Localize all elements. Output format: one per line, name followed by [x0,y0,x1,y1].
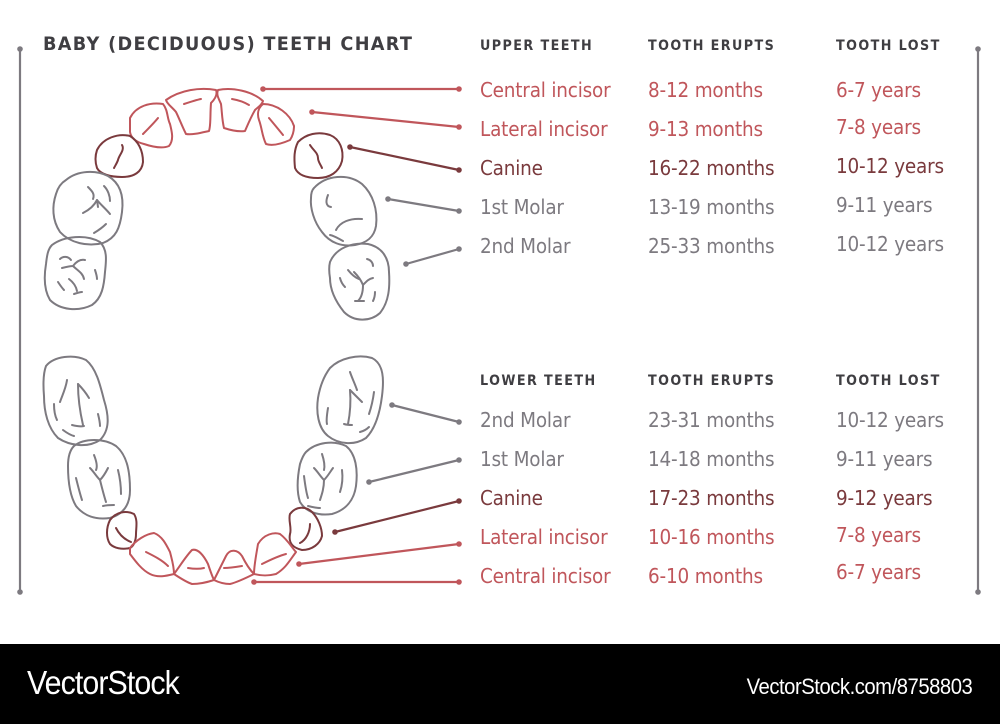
erupts-value: 10-16 months [648,525,775,549]
frame-lines [18,47,980,594]
tooth-name: Canine [480,486,543,510]
lower-leader-lines [252,403,461,584]
erupts-value: 23-31 months [648,408,775,432]
erupts-value: 13-19 months [648,195,775,219]
upper-teeth-header: UPPER TEETH [480,38,594,54]
tooth-name: 1st Molar [480,447,564,471]
tooth-name: 1st Molar [480,195,564,219]
upper-lost-header: TOOTH LOST [836,38,941,54]
upper-canines [94,132,344,179]
upper-leader-lines [261,87,461,266]
erupts-value: 6-10 months [648,564,763,588]
tooth-name: Canine [480,156,543,180]
erupts-value: 16-22 months [648,156,775,180]
erupts-value: 17-23 months [648,486,775,510]
tooth-name: Lateral incisor [480,525,608,549]
lost-value: 10-12 years [836,154,944,178]
lost-value: 9-11 years [836,193,933,217]
watermark-footer: VectorStock VectorStock.com/8758803 [0,644,1000,724]
tooth-name: Central incisor [480,564,611,588]
erupts-value: 14-18 months [648,447,775,471]
teeth-illustration [17,46,981,595]
tooth-name: Lateral incisor [480,117,608,141]
tooth-name: 2nd Molar [480,234,571,258]
tooth-name: Central incisor [480,78,611,102]
upper-erupts-header: TOOTH ERUPTS [648,38,776,54]
teeth-chart-canvas: BABY (DECIDUOUS) TEETH CHART UPPER TEETH… [17,33,981,595]
erupts-value: 8-12 months [648,78,763,102]
lower-lost-header: TOOTH LOST [836,373,941,389]
lower-first-molars [67,439,358,520]
lost-value: 7-8 years [836,523,921,547]
lower-jaw [42,355,462,585]
brand-logo-text: VectorStock [27,664,180,701]
lower-erupts-header: TOOTH ERUPTS [648,373,776,389]
image-id-text: VectorStock.com/8758803 [746,674,972,699]
upper-lateral-incisors [129,102,295,149]
lost-value: 9-12 years [836,486,933,510]
lost-value: 10-12 years [836,408,944,432]
lost-value: 6-7 years [836,78,921,102]
upper-second-molars [43,236,391,321]
lost-value: 6-7 years [836,560,921,584]
upper-first-molars [52,170,378,247]
chart-title: BABY (DECIDUOUS) TEETH CHART [43,33,414,55]
upper-central-incisors [165,87,264,136]
erupts-value: 25-33 months [648,234,775,258]
erupts-value: 9-13 months [648,117,763,141]
lost-value: 9-11 years [836,447,933,471]
lost-value: 7-8 years [836,115,921,139]
lower-teeth-header: LOWER TEETH [480,373,597,389]
lower-central-incisors [173,548,255,585]
tooth-name: 2nd Molar [480,408,571,432]
lower-second-molars [42,355,384,446]
lost-value: 10-12 years [836,232,944,256]
upper-jaw [43,86,462,321]
lower-lateral-incisors [129,532,297,578]
